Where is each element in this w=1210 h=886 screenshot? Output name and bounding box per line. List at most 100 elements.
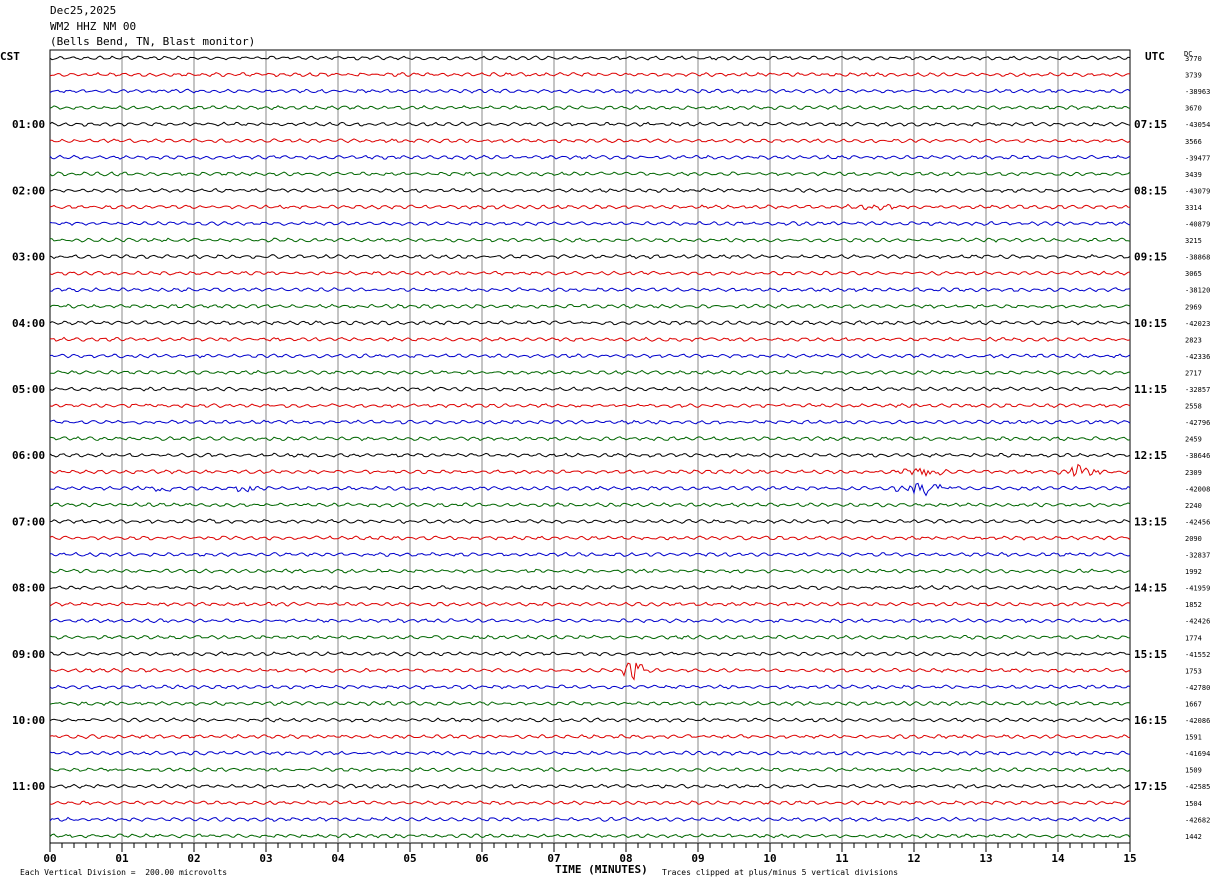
dc-offset-label: -43079	[1185, 187, 1210, 195]
trace-line	[49, 320, 1131, 326]
cst-hour-label: 09:00	[12, 648, 45, 661]
trace-line	[49, 154, 1131, 160]
dc-offset-label: -38963	[1185, 88, 1210, 96]
utc-hour-label: 15:15	[1134, 648, 1167, 661]
dc-offset-label: -42796	[1185, 419, 1210, 427]
trace-line	[49, 402, 1131, 409]
x-tick-label: 07	[547, 852, 560, 865]
utc-hour-label: 13:15	[1134, 515, 1167, 528]
dc-offset-label: -42585	[1185, 783, 1210, 791]
header-location: (Bells Bend, TN, Blast monitor)	[50, 35, 256, 48]
trace-line	[49, 254, 1131, 260]
trace-line	[49, 750, 1131, 756]
trace-line	[49, 700, 1131, 707]
x-tick-label: 13	[979, 852, 992, 865]
x-tick-label: 11	[835, 852, 849, 865]
cst-hour-label: 05:00	[12, 383, 45, 396]
trace-line	[49, 800, 1131, 806]
dc-offset-label: -38868	[1185, 254, 1210, 262]
trace-line	[49, 303, 1131, 309]
trace-line	[49, 203, 1131, 211]
utc-hour-label: 17:15	[1134, 780, 1167, 793]
dc-offset-label: 1667	[1185, 700, 1202, 708]
dc-offset-label: 2969	[1185, 303, 1202, 311]
trace-line	[49, 336, 1131, 342]
dc-offset-label: 1753	[1185, 667, 1202, 675]
trace-line	[49, 55, 1131, 61]
trace-line	[49, 287, 1131, 293]
dc-offset-label: -42023	[1185, 320, 1210, 328]
x-tick-label: 01	[115, 852, 129, 865]
header-date: Dec25,2025	[50, 4, 117, 17]
trace-line	[49, 220, 1131, 227]
dc-offset-label: 2823	[1185, 336, 1202, 344]
dc-offset-label: 3770	[1185, 55, 1202, 63]
dc-offset-label: -42086	[1185, 717, 1210, 725]
trace-line	[49, 535, 1131, 541]
x-tick-label: 12	[907, 852, 920, 865]
cst-hour-label: 06:00	[12, 449, 45, 462]
utc-hour-label: 11:15	[1134, 383, 1167, 396]
header-station: WM2 HHZ NM 00	[50, 20, 137, 33]
trace-line	[49, 386, 1131, 392]
dc-offset-label: 3065	[1185, 270, 1202, 278]
cst-hour-label: 11:00	[12, 780, 45, 793]
cst-hour-label: 10:00	[12, 714, 45, 727]
trace-line	[49, 767, 1131, 773]
trace-line	[49, 601, 1131, 607]
cst-hour-label: 02:00	[12, 184, 45, 197]
dc-offset-label: -41552	[1185, 651, 1210, 659]
right-zone-label: UTC	[1145, 50, 1165, 63]
trace-line	[49, 436, 1131, 442]
trace-line	[49, 463, 1130, 478]
plot-frame	[49, 49, 1131, 844]
trace-line	[49, 568, 1131, 574]
dc-offset-label: -32837	[1185, 552, 1210, 560]
dc-header-label: DC	[1184, 50, 1193, 58]
utc-hour-label: 12:15	[1134, 449, 1167, 462]
cst-hour-label: 01:00	[12, 118, 45, 131]
x-tick-label: 00	[43, 852, 56, 865]
dc-offset-label: 2717	[1185, 369, 1202, 377]
trace-line	[50, 369, 1131, 376]
cst-hour-label: 08:00	[12, 582, 45, 595]
trace-line	[49, 783, 1131, 789]
utc-hour-label: 14:15	[1134, 582, 1167, 595]
utc-hour-label: 09:15	[1134, 251, 1167, 264]
trace-line	[49, 105, 1131, 111]
dc-offset-label: 2090	[1185, 535, 1202, 543]
dc-offset-label: -40879	[1185, 221, 1210, 229]
dc-offset-label: 3439	[1185, 171, 1202, 179]
dc-offset-label: -38646	[1185, 452, 1210, 460]
dc-offset-label: -39477	[1185, 154, 1210, 162]
dc-offset-label: 3314	[1185, 204, 1202, 212]
x-tick-label: 06	[475, 852, 489, 865]
trace-line	[49, 634, 1131, 640]
trace-line	[49, 452, 1131, 458]
x-tick-label: 04	[331, 852, 345, 865]
x-tick-label: 02	[187, 852, 200, 865]
dc-offset-label: -38120	[1185, 287, 1210, 295]
trace-line	[49, 651, 1131, 657]
trace-line	[49, 171, 1131, 177]
dc-offset-label: 2558	[1185, 403, 1202, 411]
x-tick-label: 15	[1123, 852, 1136, 865]
trace-line	[49, 121, 1131, 127]
dc-offset-label: 3670	[1185, 105, 1202, 113]
trace-line	[50, 237, 1131, 243]
utc-hour-label: 16:15	[1134, 714, 1167, 727]
vertical-division-note: Each Vertical Division = 200.00 microvol…	[20, 868, 228, 877]
utc-hour-label: 07:15	[1134, 118, 1167, 131]
trace-line	[49, 518, 1131, 525]
trace-line	[49, 138, 1131, 144]
trace-line	[49, 88, 1131, 94]
dc-offset-label: 1509	[1185, 767, 1202, 775]
trace-line	[49, 833, 1131, 839]
dc-offset-label: -42456	[1185, 518, 1210, 526]
x-tick-label: 09	[691, 852, 704, 865]
dc-offset-label: -42008	[1185, 485, 1210, 493]
trace-line	[49, 551, 1131, 558]
dc-offset-label: -43054	[1185, 121, 1210, 129]
trace-line	[49, 71, 1131, 78]
